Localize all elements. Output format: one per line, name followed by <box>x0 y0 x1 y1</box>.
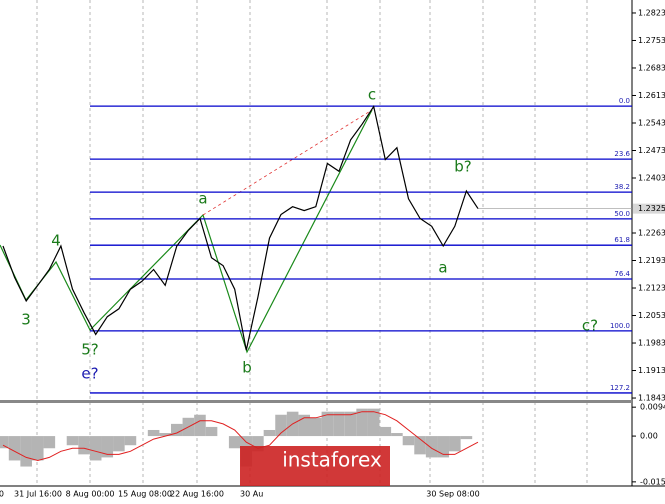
panel-separator <box>0 400 632 403</box>
histogram-bar <box>124 436 137 446</box>
x-tick-label: 15 Aug 08:00 <box>118 490 172 499</box>
histogram-bar <box>78 436 90 455</box>
histogram-bar <box>194 414 206 437</box>
histogram-bar <box>310 417 322 437</box>
y-tick-label: 1.2823 <box>638 8 665 17</box>
histogram-bar <box>263 429 276 437</box>
fib-ratio: 61.8 <box>614 236 630 244</box>
histogram-bar <box>344 411 357 437</box>
fib-ratio: 50.0 <box>614 210 630 218</box>
histogram-bar <box>298 414 311 437</box>
y-tick-label: 1.2473 <box>638 146 665 155</box>
wave-label: e? <box>81 365 98 383</box>
histogram-bar <box>89 436 102 461</box>
wave-label: a <box>438 259 447 277</box>
histogram-bar <box>460 436 473 440</box>
price-line <box>2 104 479 351</box>
fib-ratio: 0.0 <box>619 97 630 105</box>
last-price-label: 1.2325 <box>638 204 665 213</box>
histogram-bar <box>8 436 21 461</box>
y-tick-label: 1.2543 <box>638 118 665 127</box>
histogram-bar <box>391 433 403 437</box>
histogram-bar <box>379 426 392 437</box>
fib-ratio: 76.4 <box>614 270 630 278</box>
histogram-bar <box>101 436 114 458</box>
indicator-tick-label: 0.00948 <box>640 403 665 412</box>
histogram-bar <box>252 436 264 452</box>
histogram-bar <box>356 408 368 437</box>
x-tick-label: 31 Jul 16:00 <box>14 490 62 499</box>
wave-label: 5? <box>81 341 99 359</box>
wave-label: c? <box>582 317 598 335</box>
y-tick-label: 1.2053 <box>638 311 665 320</box>
x-tick-label: 22 Aug 16:00 <box>170 490 224 499</box>
histogram-bar <box>0 436 9 449</box>
y-tick-label: 1.2683 <box>638 63 665 72</box>
indicator-tick-label: -0.01502 <box>640 477 665 486</box>
histogram-bar <box>425 436 438 458</box>
y-tick-label: 1.2123 <box>638 284 665 293</box>
x-tick-label: 30 Au <box>240 490 263 499</box>
y-tick-label: 1.2613 <box>638 91 665 100</box>
histogram-bar <box>159 433 171 437</box>
wave-label: 3 <box>21 311 31 329</box>
histogram-bar <box>367 408 380 437</box>
last-price-tag <box>633 203 665 214</box>
histogram-bar <box>275 414 287 437</box>
wave-label: c <box>368 86 376 104</box>
x-tick-label: 8 Aug 00:00 <box>66 490 115 499</box>
y-tick-label: 1.1913 <box>638 366 665 375</box>
y-tick-label: 1.2263 <box>638 229 665 238</box>
fib-ratio: 38.2 <box>614 183 630 191</box>
histogram-bar <box>228 436 241 449</box>
histogram-bar <box>147 429 160 437</box>
histogram-bar <box>20 436 32 467</box>
y-tick-label: 1.1983 <box>638 339 665 348</box>
histogram-bar <box>205 426 218 437</box>
histogram-bar <box>170 423 183 437</box>
histogram-bar <box>31 436 44 461</box>
histogram-bar <box>113 436 125 452</box>
histogram-bar <box>437 436 450 458</box>
watermark-box <box>240 446 390 486</box>
x-tick-label: 30 Sep 08:00 <box>426 490 479 499</box>
signal-line <box>2 411 479 462</box>
histogram-bar <box>414 436 426 455</box>
wave-label: b? <box>454 158 471 176</box>
fib-ratio: 127.2 <box>610 384 630 392</box>
histogram-bar <box>402 436 415 446</box>
histogram-bar <box>449 436 461 452</box>
y-tick-label: 1.1843 <box>638 394 665 403</box>
histogram-bar <box>333 411 345 437</box>
y-tick-label: 1.2193 <box>638 256 665 265</box>
fib-ratio: 23.6 <box>614 150 630 158</box>
watermark: instaforex <box>282 448 382 472</box>
y-tick-label: 1.2753 <box>638 36 665 45</box>
wave-label: b <box>242 359 252 377</box>
histogram-bar <box>66 436 79 446</box>
wave-label: 4 <box>51 232 61 250</box>
indicator-tick-label: 0.00 <box>640 432 658 441</box>
wave-label: a <box>198 190 207 208</box>
fib-ratio: 100.0 <box>610 322 630 330</box>
histogram-bar <box>43 436 56 449</box>
y-tick-label: 1.2403 <box>638 173 665 182</box>
histogram-bar <box>321 411 334 437</box>
x-tick-label: 00 <box>0 490 4 499</box>
